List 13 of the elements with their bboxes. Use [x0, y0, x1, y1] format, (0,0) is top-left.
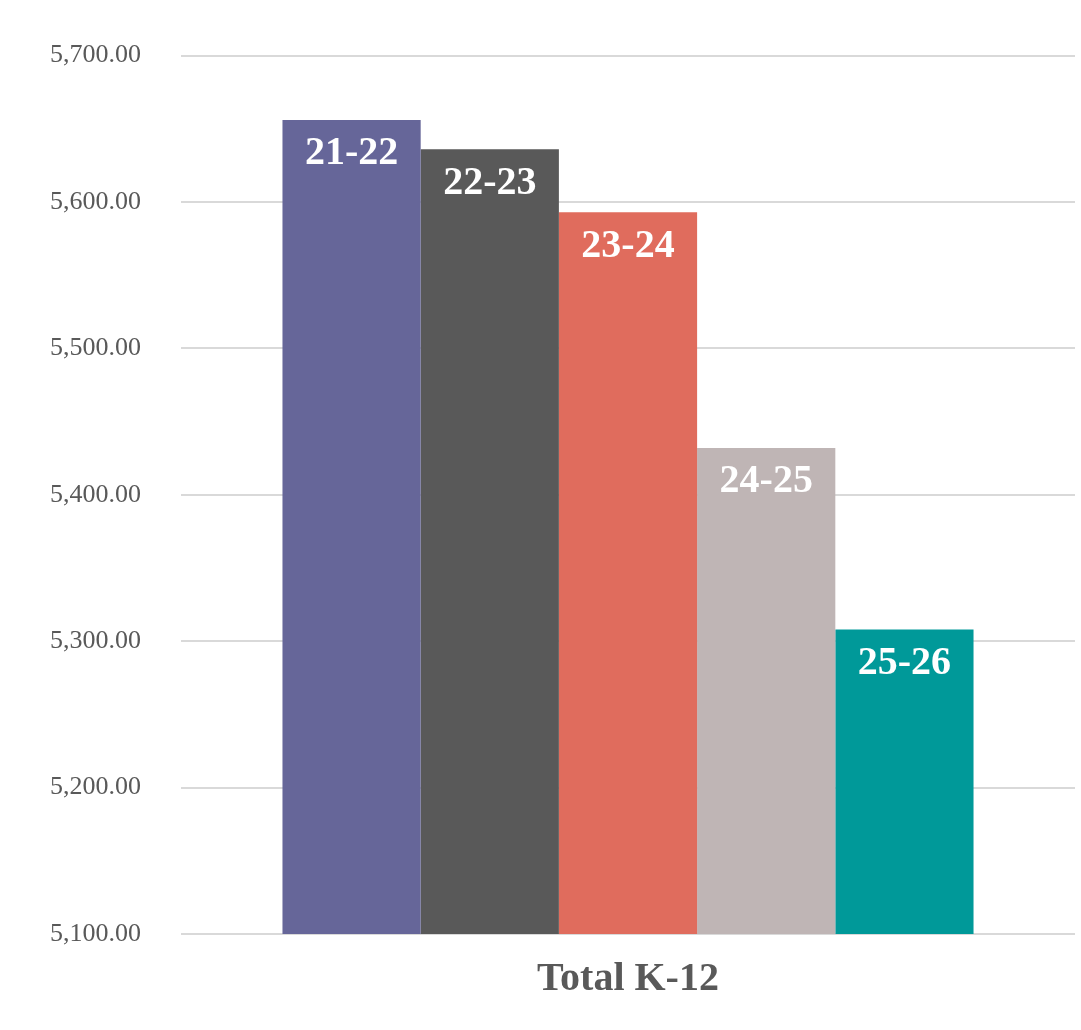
y-tick-label: 5,400.00: [50, 478, 141, 508]
y-tick-label: 5,600.00: [50, 185, 141, 215]
y-tick-label: 5,100.00: [50, 917, 141, 947]
series-label: 23-24: [581, 220, 675, 266]
y-tick-label: 5,500.00: [50, 332, 141, 362]
series-label: 24-25: [719, 456, 813, 502]
y-tick-label: 5,300.00: [50, 625, 141, 655]
x-tick-label: Total K-12: [537, 954, 719, 1000]
y-tick-label: 5,200.00: [50, 771, 141, 801]
series-label: 21-22: [304, 128, 399, 174]
series-label: 22-23: [443, 157, 537, 203]
y-tick-label: 5,700.00: [50, 39, 141, 69]
series-label: 25-26: [857, 637, 952, 683]
